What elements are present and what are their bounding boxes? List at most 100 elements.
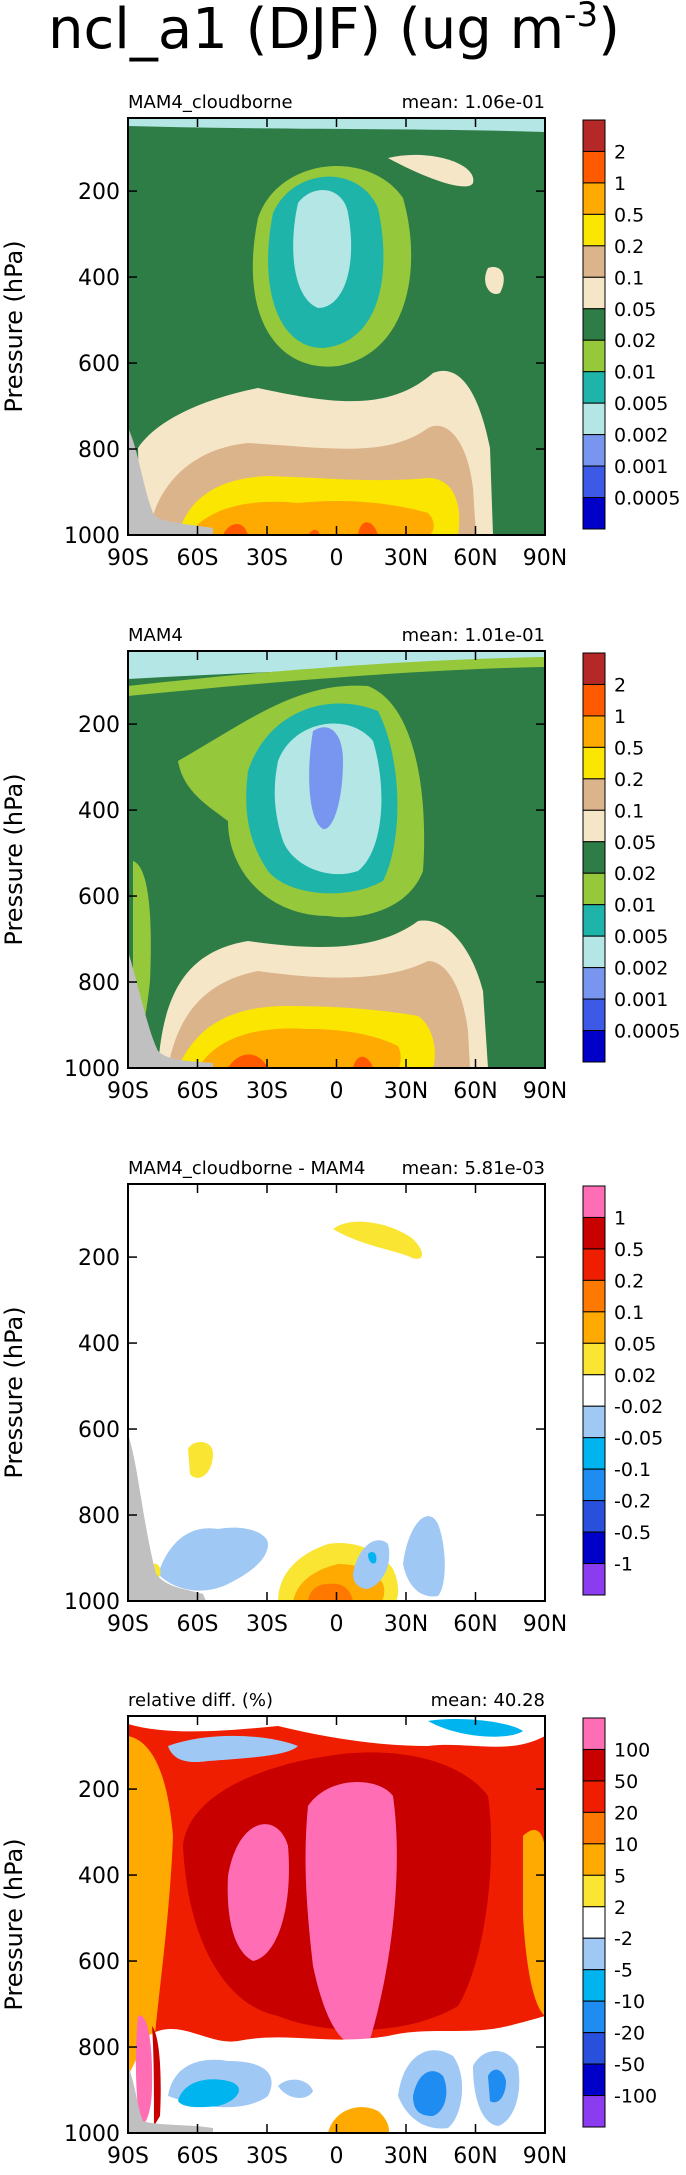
colorbar-label: 0.005 <box>614 393 668 415</box>
colorbar-swatch <box>582 1748 606 1782</box>
x-tick-label: 30N <box>384 1079 428 1104</box>
colorbar-swatch <box>582 935 606 969</box>
colorbar-swatch <box>582 1279 606 1313</box>
colorbar-label: 10 <box>614 1834 638 1856</box>
colorbar-label: -1 <box>614 1554 633 1576</box>
y-tick-label: 1000 <box>64 1057 120 1082</box>
colorbar-label: 0.1 <box>614 1302 644 1324</box>
figure-title: ncl_a1 (DJF) (ug m-3) <box>48 0 620 62</box>
colorbar-label: -50 <box>614 2054 645 2076</box>
colorbar-swatch <box>582 1468 606 1502</box>
colorbar-swatch <box>582 2095 606 2128</box>
colorbar-swatch <box>582 2063 606 2097</box>
contour-region <box>178 2079 239 2108</box>
y-tick-label: 600 <box>78 1950 120 1975</box>
y-tick-label: 600 <box>78 1418 120 1443</box>
contour-region <box>128 1184 545 1601</box>
colorbar-label: 5 <box>614 1865 626 1887</box>
colorbar-swatch <box>582 1906 606 1939</box>
x-tick-label: 60S <box>177 546 219 571</box>
colorbar-swatch <box>582 652 606 685</box>
colorbar-swatch <box>582 967 606 1000</box>
x-tick-label: 30S <box>246 1079 288 1104</box>
x-tick-label: 90S <box>107 1079 149 1104</box>
y-tick-label: 200 <box>78 180 120 205</box>
colorbar-swatch <box>582 1216 606 1250</box>
colorbar-label: -0.2 <box>614 1491 651 1513</box>
x-tick-label: 90S <box>107 2144 149 2169</box>
contour-region <box>168 1735 298 1763</box>
x-tick-label: 60N <box>453 2144 497 2169</box>
colorbar-label: 0.1 <box>614 267 644 289</box>
panel-2: MAM4 mean: 1.01e-01 90S 60S 30S 0 30N 60N 90N 200… <box>0 625 680 1104</box>
x-tick-label: 90N <box>523 1079 567 1104</box>
colorbar-label: 2 <box>614 1897 626 1919</box>
colorbar-label: 0.1 <box>614 800 644 822</box>
x-tick-label: 90N <box>523 546 567 571</box>
colorbar-swatch <box>582 1311 606 1344</box>
colorbar-label: 0.05 <box>614 1333 656 1355</box>
colorbar-swatch <box>582 841 606 874</box>
colorbar-swatch <box>582 434 606 467</box>
colorbar-swatch <box>582 339 606 373</box>
contour-region <box>308 1583 353 1601</box>
colorbar-swatch <box>582 497 606 530</box>
colorbar-label: 0.02 <box>614 1365 656 1387</box>
panel-title: MAM4_cloudborne - MAM4 <box>128 1158 365 1179</box>
y-axis-label: Pressure (hPa) <box>0 240 28 412</box>
colorbar-label: 50 <box>614 1771 638 1793</box>
y-tick-label: 800 <box>78 971 120 996</box>
y-tick-label: 1000 <box>64 2122 120 2147</box>
colorbar-swatch <box>582 1969 606 2002</box>
x-tick-label: 90S <box>107 1612 149 1637</box>
colorbar-swatch <box>582 119 606 152</box>
contour-region <box>128 657 545 696</box>
colorbar-label: 0.5 <box>614 737 644 759</box>
colorbar-swatch <box>582 683 606 717</box>
colorbar-swatch <box>582 245 606 278</box>
y-axis-label: Pressure (hPa) <box>0 773 28 945</box>
colorbar-label: 0.2 <box>614 1270 644 1292</box>
x-tick-label: 90N <box>523 1612 567 1637</box>
colorbar-label: 20 <box>614 1802 638 1824</box>
colorbar-swatch <box>582 308 606 341</box>
contour-region <box>128 951 213 1068</box>
panel-mean-label: mean: 40.28 <box>431 1690 545 1711</box>
colorbar-swatch <box>582 1248 606 1281</box>
x-tick-label: 60N <box>453 1612 497 1637</box>
x-tick-label: 30S <box>246 546 288 571</box>
x-tick-label: 90S <box>107 546 149 571</box>
colorbar-swatch <box>582 2032 606 2065</box>
colorbar-label: 1 <box>614 1207 626 1229</box>
contour-region <box>228 1054 373 1068</box>
y-tick-label: 400 <box>78 266 120 291</box>
colorbar-swatch <box>582 904 606 937</box>
colorbar-label: 0.0005 <box>614 488 680 510</box>
panel-3: MAM4_cloudborne - MAM4 mean: 5.81e-03 90S 6… <box>0 1158 663 1637</box>
colorbar-swatch <box>582 1500 606 1533</box>
colorbar-label: -20 <box>614 2023 645 2045</box>
colorbar-label: 100 <box>614 1739 650 1761</box>
contour-region <box>488 2069 506 2103</box>
colorbar-swatch <box>582 872 606 906</box>
y-tick-label: 400 <box>78 1864 120 1889</box>
contour-region <box>368 1551 377 1564</box>
contour-region <box>128 1434 206 1601</box>
contour-region <box>128 2066 213 2133</box>
colorbar-label: 0.5 <box>614 1239 644 1261</box>
x-tick-label: 60N <box>453 1079 497 1104</box>
y-tick-label: 200 <box>78 1778 120 1803</box>
contour-region <box>523 1830 545 2016</box>
colorbar-label: 0.01 <box>614 362 656 384</box>
colorbar-swatch <box>582 1937 606 1971</box>
colorbar-label: -10 <box>614 1991 645 2013</box>
y-tick-label: 1000 <box>64 524 120 549</box>
colorbar-label: 2 <box>614 141 626 163</box>
contour-region <box>128 428 213 535</box>
x-tick-label: 60S <box>177 2144 219 2169</box>
colorbar-label: 0.2 <box>614 769 644 791</box>
x-tick-label: 60N <box>453 546 497 571</box>
plot-area <box>128 1184 545 1601</box>
colorbar-swatch <box>582 213 606 247</box>
colorbar-label: 0.02 <box>614 330 656 352</box>
